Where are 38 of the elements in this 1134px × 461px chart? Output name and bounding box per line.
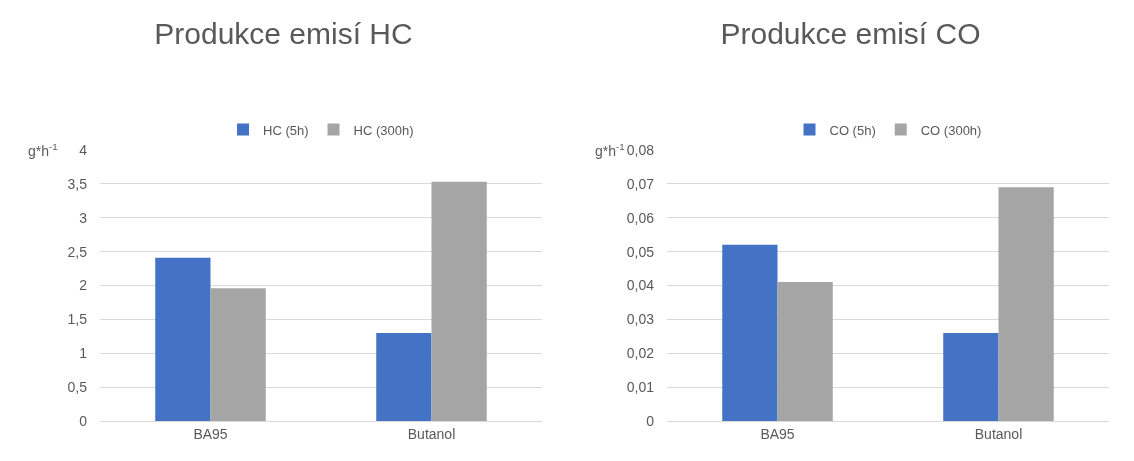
y-axis-title: g*h$^{-1}$ [28, 141, 58, 159]
legend-label: HC (5h) [263, 122, 309, 138]
y-tick-label: 3 [79, 209, 88, 226]
bar [376, 332, 432, 421]
y-tick-label: 4 [79, 141, 88, 158]
bar [998, 187, 1054, 421]
y-tick-label: 0,03 [626, 311, 655, 328]
y-tick-label: 3,5 [67, 175, 88, 192]
y-tick-label: 0,07 [626, 175, 655, 192]
y-tick-label: 0,5 [67, 379, 88, 396]
chart-title: Produkce emisí CO [720, 17, 981, 51]
y-tick-label: 1 [79, 345, 88, 362]
y-tick-label: 0,08 [626, 141, 655, 158]
y-tick-label: 0,02 [626, 345, 655, 362]
bar [943, 332, 999, 421]
bar [210, 288, 266, 421]
bar [431, 181, 487, 421]
x-tick-label: Butanol [407, 425, 456, 442]
bar [722, 244, 778, 421]
y-tick-label: 0,06 [626, 209, 655, 226]
x-tick-label: Butanol [974, 425, 1023, 442]
bar [155, 257, 211, 421]
y-tick-label: 2,5 [67, 243, 88, 260]
y-tick-label: 0,04 [626, 277, 655, 294]
bar [777, 282, 833, 421]
y-tick-label: 0 [646, 412, 655, 429]
y-tick-label: 1,5 [67, 311, 88, 328]
y-tick-label: 0,05 [626, 243, 655, 260]
legend-label: CO (300h) [920, 122, 982, 138]
legend-label: HC (300h) [353, 122, 414, 138]
y-tick-label: 0,01 [626, 379, 655, 396]
legend-label: CO (5h) [829, 122, 876, 138]
x-tick-label: BA95 [193, 425, 228, 442]
y-tick-label: 2 [79, 277, 88, 294]
chart-title: Produkce emisí HC [154, 17, 413, 51]
x-tick-label: BA95 [760, 425, 795, 442]
y-axis-title: g*h$^{-1}$ [595, 141, 625, 159]
y-tick-label: 0 [79, 412, 88, 429]
